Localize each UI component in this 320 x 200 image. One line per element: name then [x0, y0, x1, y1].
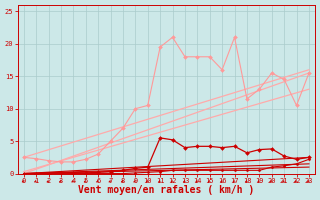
X-axis label: Vent moyen/en rafales ( km/h ): Vent moyen/en rafales ( km/h ) [78, 185, 254, 195]
